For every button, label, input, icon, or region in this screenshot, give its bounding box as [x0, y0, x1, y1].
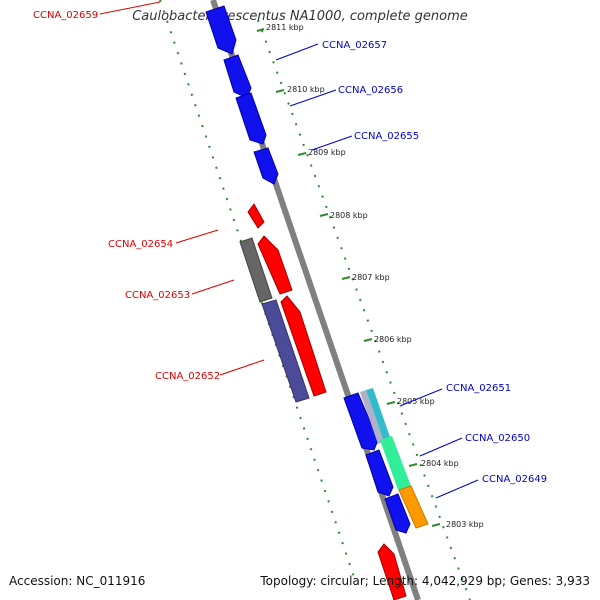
ruler-label-2807: 2807 kbp	[352, 273, 390, 282]
ruler-label-2808: 2808 kbp	[330, 211, 368, 220]
reverse-genes	[239, 203, 407, 600]
feature-silver[interactable]	[360, 390, 384, 444]
gene-label-ccna-02649[interactable]: CCNA_02649	[482, 474, 547, 485]
feature-cyan[interactable]	[366, 388, 391, 442]
gene-arrow-bottom-red[interactable]	[377, 543, 407, 600]
ruler-label-2811: 2811 kbp	[266, 23, 304, 32]
feature-orange[interactable]	[398, 485, 429, 529]
ruler-track-outer	[257, 19, 471, 600]
gene-label-ccna-02651[interactable]: CCNA_02651	[446, 383, 511, 394]
ruler-label-2809: 2809 kbp	[308, 148, 346, 157]
gene-label-ccna-02653[interactable]: CCNA_02653	[125, 290, 190, 301]
label-leaders	[99, 1, 479, 499]
gene-arrow-ccna-02650[interactable]	[365, 449, 394, 497]
accession-text: Accession: NC_011916	[9, 574, 146, 588]
gene-arrow-ccna-02654[interactable]	[247, 203, 265, 229]
ruler-label-2806: 2806 kbp	[374, 335, 412, 344]
ruler-label-2803: 2803 kbp	[446, 520, 484, 529]
feature-green[interactable]	[380, 436, 411, 490]
ruler-label-2804: 2804 kbp	[421, 459, 459, 468]
gene-arrow-ccna-02651[interactable]	[343, 392, 379, 451]
gene-arrow-ccna-02649[interactable]	[384, 493, 411, 534]
ruler-label-2805: 2805 kbp	[397, 397, 435, 406]
gene-label-ccna-02654[interactable]: CCNA_02654	[108, 239, 173, 250]
forward-genes	[205, 5, 429, 534]
ruler-label-2810: 2810 kbp	[287, 85, 325, 94]
gene-arrow-ccna-02655[interactable]	[235, 92, 267, 145]
feature-gray[interactable]	[239, 237, 273, 303]
ruler-major-ticks	[256, 28, 441, 527]
gene-label-ccna-02652[interactable]: CCNA_02652	[155, 371, 220, 382]
gene-arrow-ccna-02653-red[interactable]	[257, 235, 293, 295]
gene-arrow-ccna-02657[interactable]	[205, 5, 237, 55]
gene-label-ccna-02659[interactable]: CCNA_02659	[33, 10, 98, 21]
gene-arrow-ccna-02652-red[interactable]	[280, 295, 327, 397]
gene-label-ccna-02657[interactable]: CCNA_02657	[322, 40, 387, 51]
feature-purple[interactable]	[261, 299, 310, 403]
gene-arrow-ccna-02655b[interactable]	[253, 147, 279, 185]
gene-arrow-ccna-02656[interactable]	[223, 54, 252, 99]
gene-label-ccna-02650[interactable]: CCNA_02650	[465, 433, 530, 444]
topology-text: Topology: circular; Length: 4,042,929 bp…	[260, 574, 590, 588]
gene-label-ccna-02656[interactable]: CCNA_02656	[338, 85, 403, 96]
gene-label-ccna-02655[interactable]: CCNA_02655	[354, 131, 419, 142]
